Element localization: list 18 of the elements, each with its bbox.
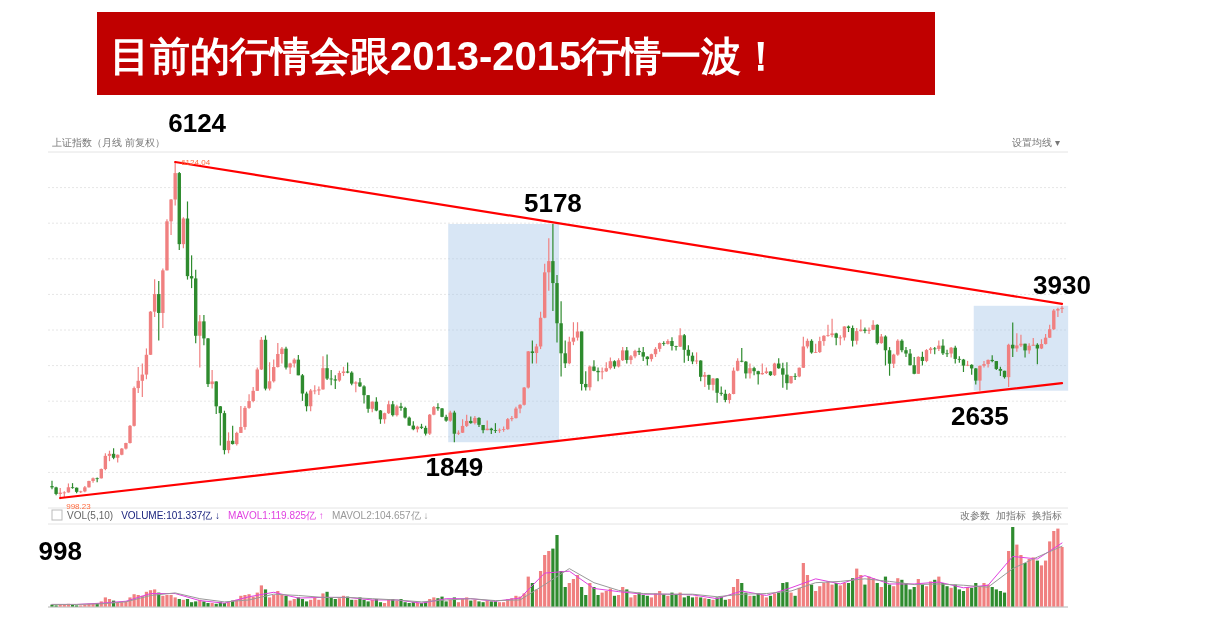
annotation: 998 [38,536,82,566]
annotation: 998.23 [66,502,92,511]
text: MAVOL1:119.825亿 ↑ [228,510,324,521]
annotation: 2635 [950,400,1009,431]
chart-subtitle: 上证指数（月线 前复权） [52,137,165,148]
chart-title: 目前的行情会跟2013-2015行情一波！ [110,34,782,78]
annotation: 5178 [523,188,582,219]
annotation: 1849 [425,452,484,483]
text: MAVOL2:104.657亿 ↓ [331,510,429,521]
text: 加指标 [996,510,1026,521]
annotation: 6124 [168,108,227,138]
text: 改参数 [960,510,990,521]
annotation: 6124.04 [181,158,211,167]
text: 换指标 [1032,510,1062,521]
text: 设置均线 ▾ [1012,137,1060,148]
annotation: 3930 [1033,269,1091,300]
text: VOLUME:101.337亿 ↓ [121,510,221,521]
chart-title: VOL(5,10) [67,510,114,521]
